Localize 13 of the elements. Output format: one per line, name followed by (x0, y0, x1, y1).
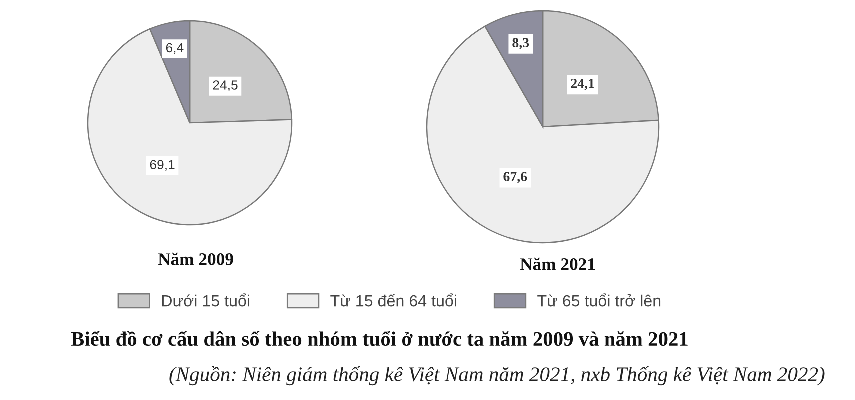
data-label: 8,3 (512, 38, 530, 50)
data-label: 24,1 (571, 78, 594, 90)
text: Năm 2021 (520, 258, 596, 270)
data-label: 69,1 (150, 160, 175, 172)
data-label: 67,6 (504, 172, 528, 184)
data-label: 6,4 (166, 43, 184, 54)
legend-label: Từ 15 đến 64 tuổi (330, 294, 456, 307)
text: Biểu đồ cơ cấu dân số theo nhóm tuổi ở nước ta năm 2009 và năm 2021 (71, 331, 688, 346)
legend-label: Từ 65 tuổi trở lên (538, 294, 661, 307)
legend-label: Dưới 15 tuổi (162, 294, 250, 307)
text: (Nguồn: Niên giám thống kê Việt Nam năm 2021, nxb Thống kê Việt Nam 2022) (170, 366, 825, 386)
text: Năm 2009 (158, 252, 234, 266)
data-label: 24,5 (213, 80, 238, 92)
